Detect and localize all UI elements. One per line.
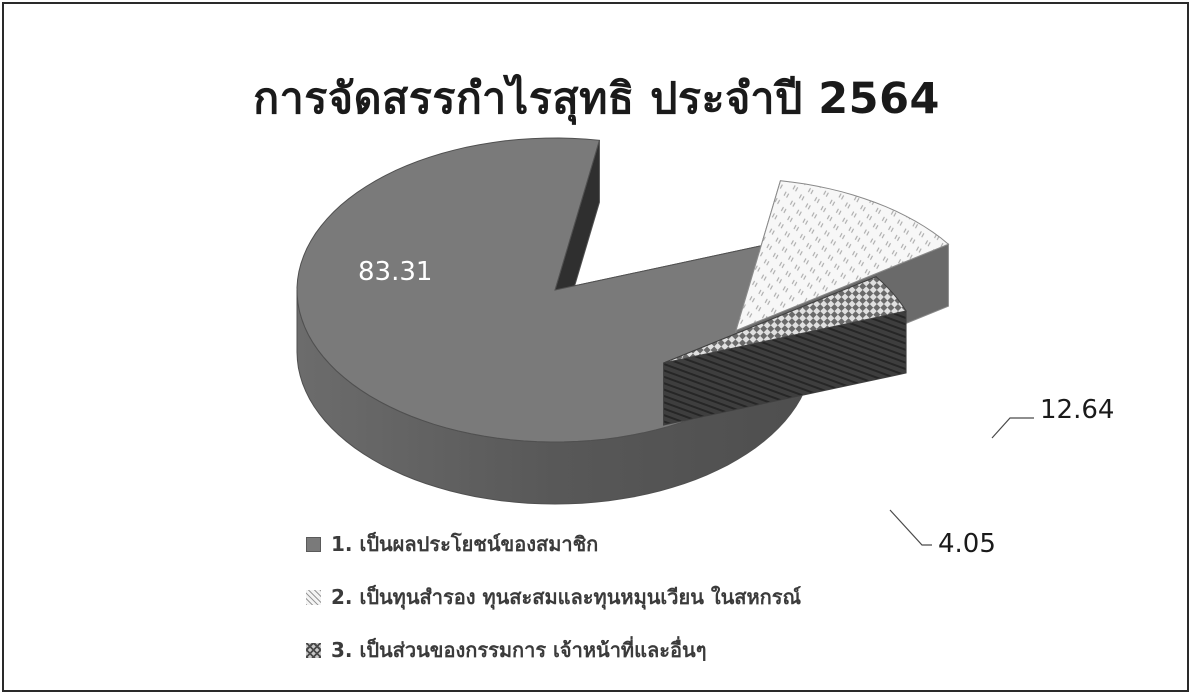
- legend-swatch-2: [306, 589, 321, 605]
- data-label-leader-2: [991, 417, 1034, 439]
- data-label-3: 4.05: [938, 529, 996, 559]
- data-label-2: 12.64: [1040, 395, 1114, 425]
- legend-swatch-3: [306, 642, 321, 658]
- legend-item-1: 1. เป็นผลประโยชน์ของสมาชิก: [306, 530, 801, 558]
- data-label-1: 83.31: [358, 257, 432, 287]
- pie-slice-3-top: [663, 276, 907, 364]
- chart-title: การจัดสรรกำไรสุทธิ ประจำปี 2564: [253, 74, 940, 124]
- legend-label-3: 3. เป็นส่วนของกรรมการ เจ้าหน้าที่และอื่น…: [331, 638, 707, 662]
- data-label-leader-3: [889, 509, 932, 546]
- pie-slice-2-top: [735, 180, 950, 332]
- legend-item-3: 3. เป็นส่วนของกรรมการ เจ้าหน้าที่และอื่น…: [306, 636, 801, 664]
- legend-swatch-1: [306, 536, 321, 552]
- legend-item-2: 2. เป็นทุนสำรอง ทุนสะสมและทุนหมุนเวียน ใ…: [306, 583, 801, 611]
- legend-label-2: 2. เป็นทุนสำรอง ทุนสะสมและทุนหมุนเวียน ใ…: [331, 585, 802, 609]
- pie-slice-3: [663, 276, 907, 426]
- legend-label-1: 1. เป็นผลประโยชน์ของสมาชิก: [331, 532, 599, 556]
- chart-legend: 1. เป็นผลประโยชน์ของสมาชิก 2. เป็นทุนสำร…: [306, 530, 801, 689]
- pie-slice-1: [296, 137, 814, 505]
